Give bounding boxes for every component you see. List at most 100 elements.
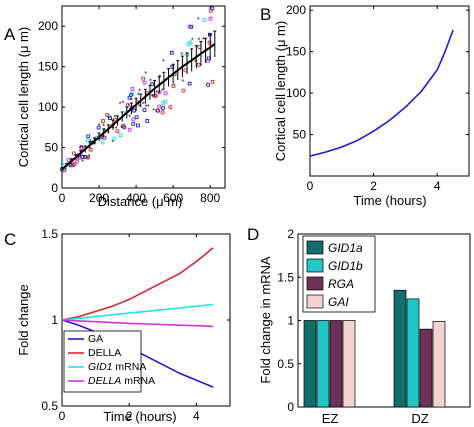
scatter-point bbox=[161, 101, 166, 106]
scatter-point: * bbox=[181, 52, 184, 59]
panel-d: 0 0.5 1 1.5 2 EZ DZ GID1a GID1b RGA GAI Fold chan… bbox=[258, 227, 471, 426]
scatter-point bbox=[136, 123, 140, 128]
scatter-point bbox=[130, 87, 135, 91]
legend-label: GID1 mRNA bbox=[88, 361, 146, 373]
scatter-point bbox=[183, 68, 188, 73]
scatter-point: * bbox=[89, 139, 92, 146]
x-tick-label: 0 bbox=[59, 409, 66, 423]
series-line bbox=[61, 319, 214, 328]
scatter-point: * bbox=[198, 37, 201, 44]
scatter-point bbox=[86, 134, 91, 139]
scatter-point bbox=[196, 62, 201, 67]
scatter-point: * bbox=[119, 102, 122, 109]
x-tick-label: 0 bbox=[59, 191, 66, 205]
scatter-point: * bbox=[68, 162, 71, 169]
panel-a-ylabel: Cortical cell length (μ m) bbox=[16, 27, 31, 167]
scatter-point: * bbox=[155, 90, 158, 97]
panel-b-ylabel: Cortical cell length (μ m) bbox=[273, 21, 288, 161]
bar bbox=[303, 320, 317, 408]
scatter-point bbox=[131, 121, 136, 126]
scatter-point: * bbox=[137, 92, 140, 99]
panel-letter-c: C bbox=[4, 230, 16, 249]
category-label: DZ bbox=[411, 411, 428, 426]
scatter-point: * bbox=[107, 131, 110, 138]
x-tick-label: 400 bbox=[126, 191, 146, 205]
panel-letter-b: B bbox=[260, 5, 271, 24]
x-tick-label: 2 bbox=[126, 409, 133, 423]
scatter-point: * bbox=[69, 162, 72, 169]
panel-d-legend: GID1a GID1b RGA GAI bbox=[302, 235, 376, 313]
scatter-point: * bbox=[151, 94, 154, 101]
legend-label: RGA bbox=[328, 277, 354, 291]
scatter-point: * bbox=[138, 104, 141, 111]
y-tick-label: 1.5 bbox=[41, 227, 58, 241]
scatter-point bbox=[125, 102, 130, 107]
panel-c-xlabel: Time (hours) bbox=[103, 409, 176, 424]
scatter-point: * bbox=[158, 92, 161, 99]
legend-label: GA bbox=[88, 333, 103, 345]
legend-label: GID1a bbox=[328, 241, 363, 255]
scatter-point bbox=[188, 40, 193, 45]
x-tick-label: 4 bbox=[434, 179, 441, 193]
scatter-point: * bbox=[145, 104, 148, 111]
scatter-point bbox=[160, 110, 165, 115]
scatter-point bbox=[142, 80, 147, 85]
legend-swatch bbox=[306, 294, 324, 309]
panel-b-xlabel: Time (hours) bbox=[353, 193, 426, 208]
scatter-point bbox=[71, 151, 76, 156]
scatter-point bbox=[208, 16, 213, 21]
legend-box bbox=[63, 330, 142, 393]
x-tick-label: 200 bbox=[89, 191, 109, 205]
y-tick-label: 150 bbox=[38, 60, 58, 74]
y-tick-label: 100 bbox=[286, 86, 306, 100]
y-tick-label: 1.5 bbox=[277, 270, 294, 284]
scatter-point bbox=[70, 163, 75, 168]
y-tick-label: 50 bbox=[45, 141, 59, 155]
scatter-point bbox=[129, 92, 134, 97]
scatter-point bbox=[169, 50, 174, 55]
panel-letter-a: A bbox=[4, 25, 16, 44]
scatter-point bbox=[141, 76, 146, 81]
y-tick-label: 0 bbox=[287, 400, 294, 414]
scatter-point: * bbox=[191, 38, 194, 45]
scatter-point: * bbox=[161, 88, 164, 95]
y-tick-label: 0.5 bbox=[41, 399, 58, 413]
scatter-point: * bbox=[130, 98, 133, 105]
panel-b: 0 2 4 50 100 150 200 Time (hours) Cortical cel… bbox=[273, 3, 470, 208]
scatter-point: * bbox=[181, 79, 184, 86]
scatter-point bbox=[181, 88, 186, 93]
scatter-point bbox=[79, 146, 84, 151]
y-tick-label: 1 bbox=[287, 314, 294, 328]
scatter-point bbox=[121, 123, 125, 128]
bar bbox=[406, 298, 420, 408]
legend-swatch bbox=[306, 258, 324, 273]
series-line bbox=[61, 303, 214, 321]
series-line bbox=[61, 247, 214, 321]
legend-label: GID1b bbox=[328, 259, 363, 273]
scatter-point bbox=[80, 154, 85, 160]
panel-c: 0 2 4 0.5 1 1.5 GA DELLA GID1 mRNA DELLA mRNA Ti… bbox=[16, 227, 231, 424]
scatter-point bbox=[100, 140, 105, 145]
scatter-point: * bbox=[98, 123, 101, 130]
scatter-point bbox=[60, 162, 65, 167]
bar bbox=[432, 321, 446, 408]
scatter-point: * bbox=[159, 75, 162, 82]
legend-swatch bbox=[306, 240, 324, 255]
scatter-point bbox=[187, 81, 192, 86]
legend-label: DELLA mRNA bbox=[88, 375, 155, 387]
panel-a-xlabel: Distance (μ m) bbox=[98, 194, 183, 209]
y-tick-label: 1 bbox=[51, 313, 58, 327]
panel-a-mean-curve bbox=[61, 43, 216, 171]
bar bbox=[316, 320, 330, 408]
panel-a-frame bbox=[61, 5, 226, 189]
scatter-point: * bbox=[81, 145, 84, 152]
y-tick-label: 0 bbox=[51, 181, 58, 195]
scatter-point: * bbox=[128, 115, 131, 122]
scatter-point bbox=[115, 129, 120, 134]
y-tick-label: 2 bbox=[287, 227, 294, 241]
scatter-point bbox=[66, 157, 71, 163]
legend-label: DELLA bbox=[88, 347, 121, 359]
scatter-point bbox=[210, 79, 215, 84]
scatter-point: * bbox=[147, 104, 150, 111]
